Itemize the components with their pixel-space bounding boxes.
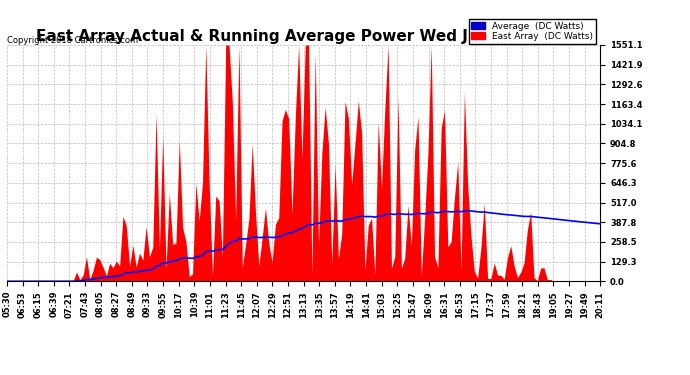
Title: East Array Actual & Running Average Power Wed Jun 20 20:24: East Array Actual & Running Average Powe… <box>37 29 571 44</box>
Text: Copyright 2018 Cartronics.com: Copyright 2018 Cartronics.com <box>7 36 138 45</box>
Legend: Average  (DC Watts), East Array  (DC Watts): Average (DC Watts), East Array (DC Watts… <box>469 19 595 44</box>
